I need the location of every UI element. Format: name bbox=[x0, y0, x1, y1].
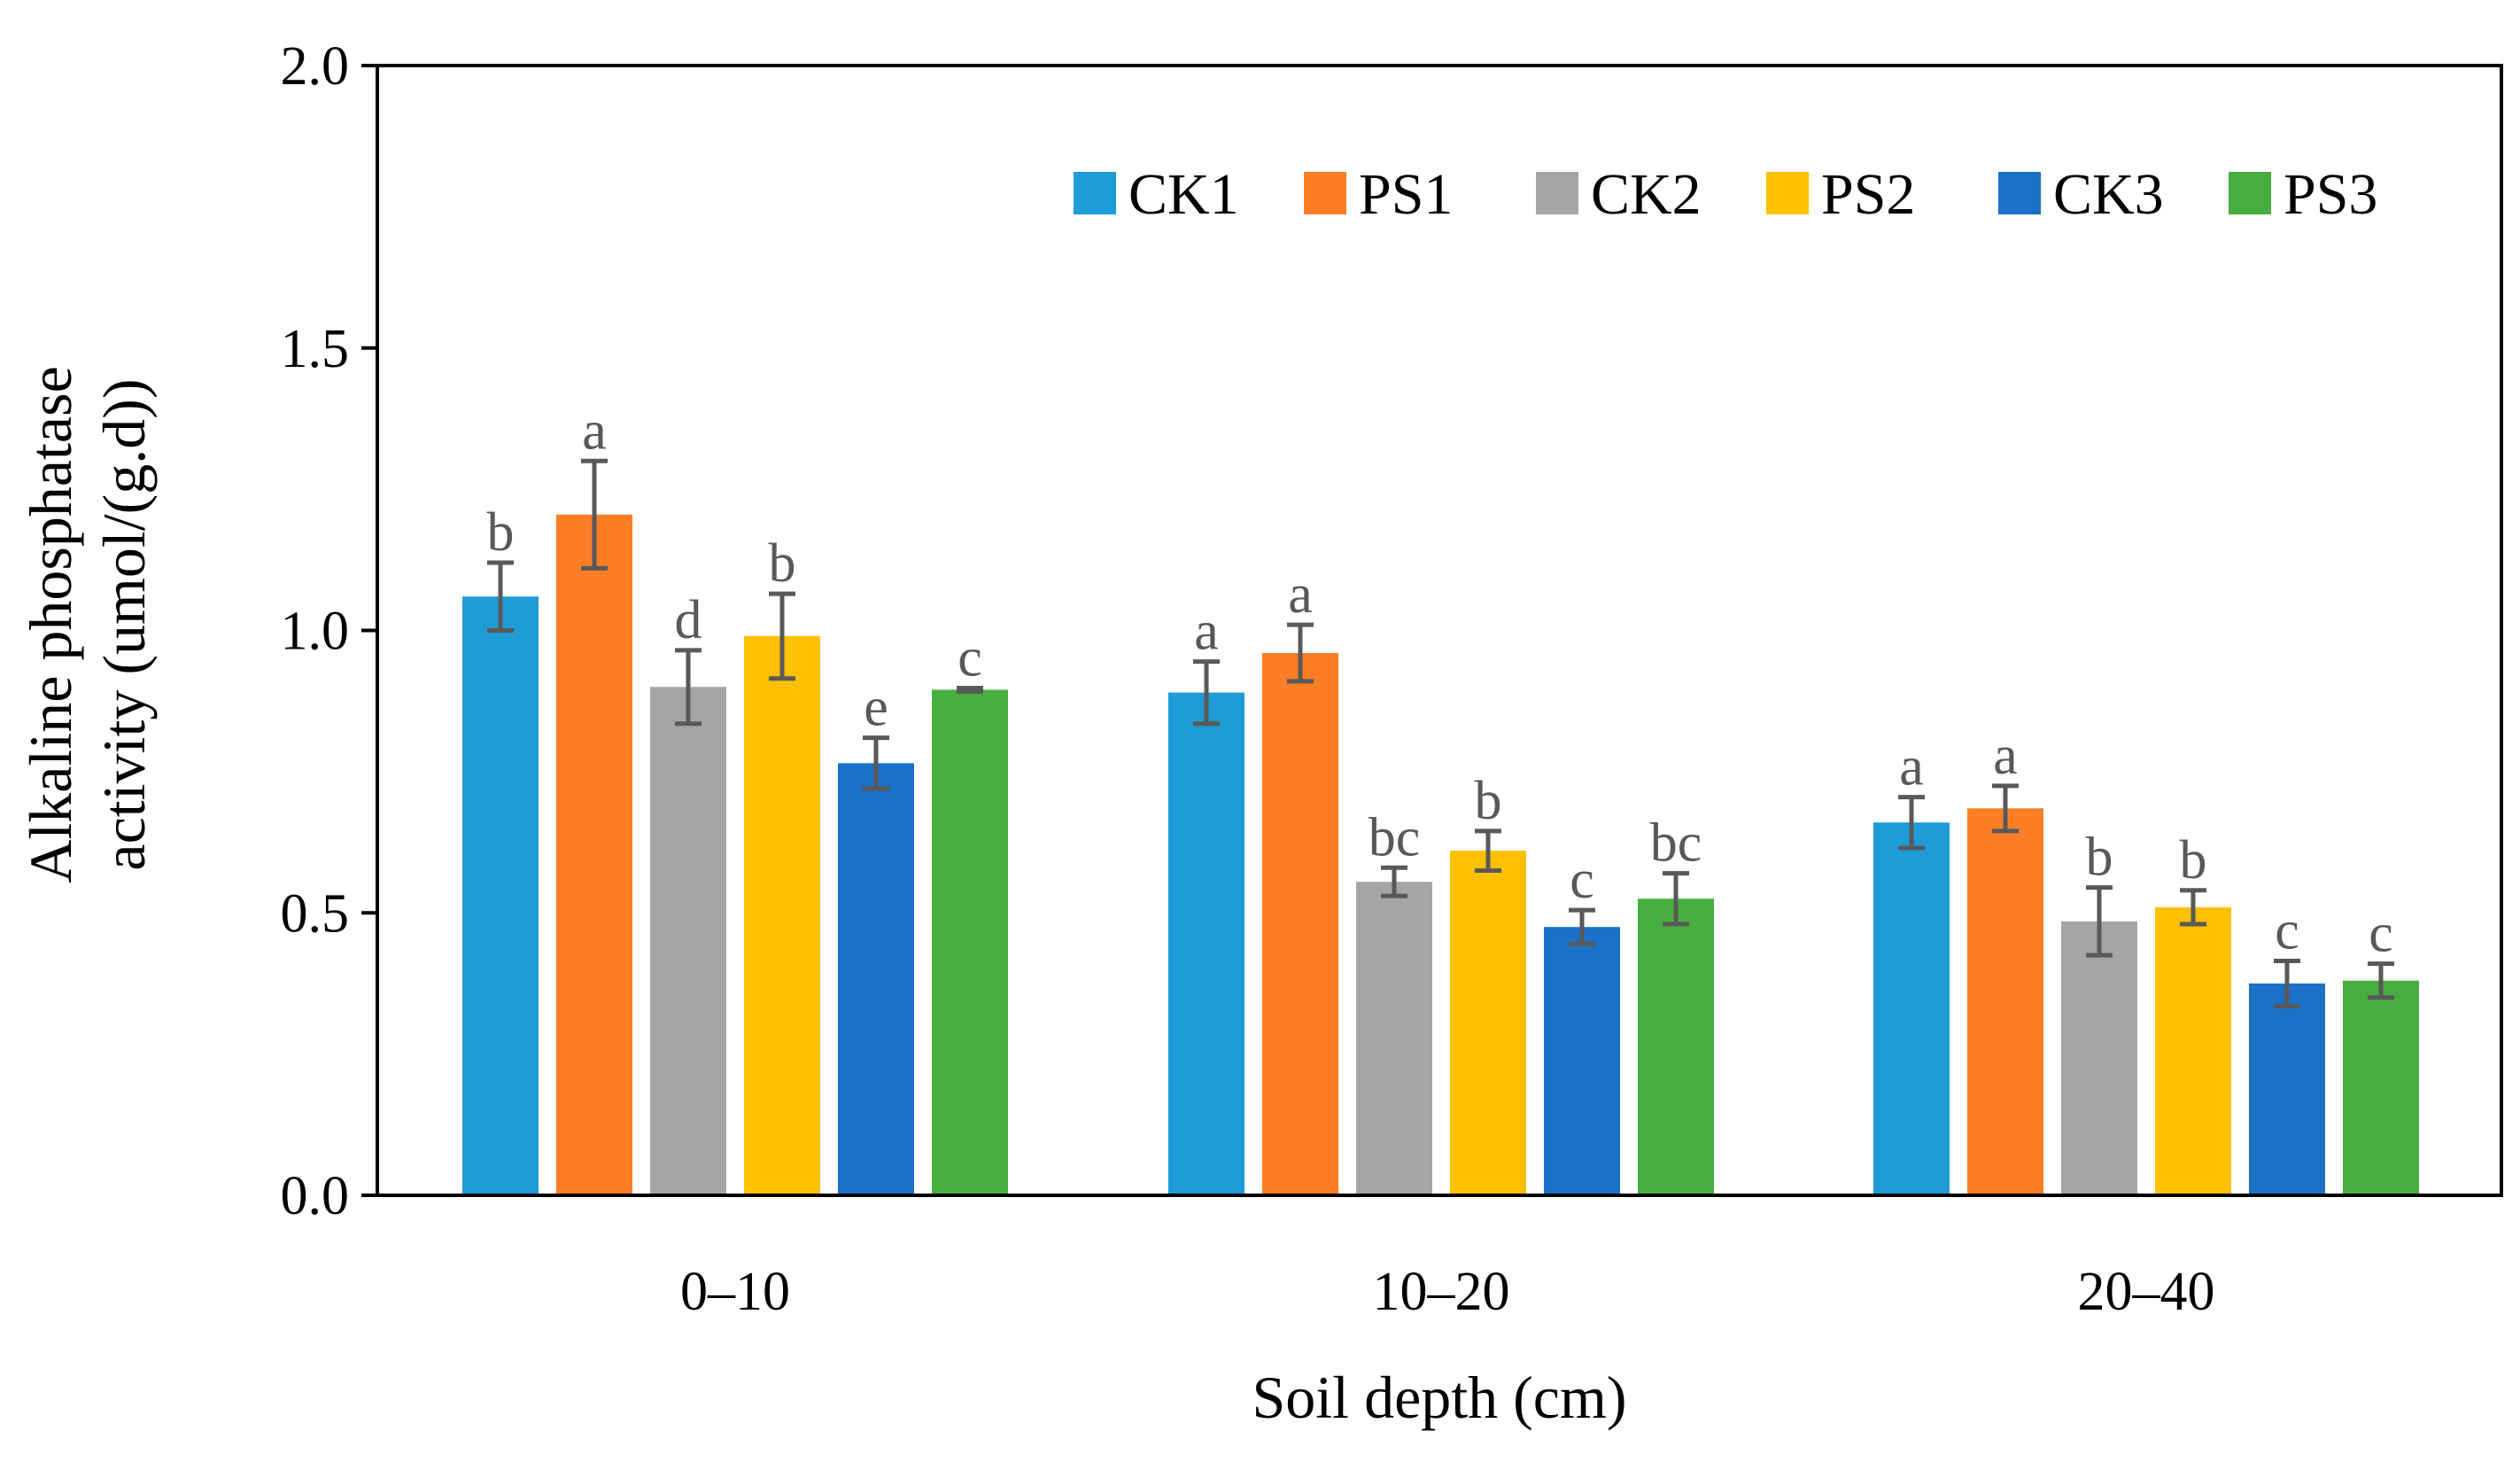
error-bar-ps2-1 bbox=[769, 591, 795, 681]
legend-swatch bbox=[2229, 172, 2271, 214]
legend-item-ps1: PS1 bbox=[1304, 162, 1453, 227]
error-bar-ps2-2 bbox=[1475, 828, 1501, 873]
bar-ck1-3 bbox=[1873, 822, 1950, 1195]
bar-ck1-2 bbox=[1168, 692, 1244, 1195]
significance-label-ck3-1: e bbox=[864, 678, 888, 738]
error-bar-ck3-2 bbox=[1569, 907, 1595, 946]
bar-ps3-2 bbox=[1638, 898, 1714, 1195]
error-bar-ps3-1 bbox=[957, 686, 983, 694]
error-bar-ps1-1 bbox=[581, 458, 608, 571]
x-tick-label: 0–10 bbox=[680, 1262, 790, 1322]
bar-ps2-3 bbox=[2155, 906, 2231, 1195]
bar-ck2-3 bbox=[2061, 921, 2137, 1195]
significance-label-ck2-3: b bbox=[2086, 828, 2113, 888]
legend-label: PS3 bbox=[2284, 162, 2377, 227]
error-bar-ck2-3 bbox=[2086, 885, 2113, 958]
error-bar-ck3-1 bbox=[863, 735, 889, 791]
legend-swatch bbox=[1766, 172, 1809, 214]
x-tick-label: 10–20 bbox=[1373, 1262, 1510, 1322]
bar-ck2-1 bbox=[650, 687, 726, 1195]
error-bar-ps3-2 bbox=[1663, 871, 1689, 927]
legend-item-ps3: PS3 bbox=[2229, 162, 2377, 227]
significance-label-ck2-1: d bbox=[675, 590, 702, 650]
legend-swatch bbox=[1536, 172, 1578, 214]
error-bar-ck1-1 bbox=[487, 560, 514, 633]
bar-ck3-2 bbox=[1544, 927, 1620, 1195]
bar-ps2-2 bbox=[1450, 851, 1526, 1195]
significance-label-ck1-2: a bbox=[1194, 602, 1219, 662]
legend-swatch bbox=[1304, 172, 1346, 214]
legend-label: CK3 bbox=[2053, 162, 2164, 227]
significance-label-ck2-2: bc bbox=[1369, 807, 1421, 867]
significance-label-ck1-3: a bbox=[1899, 737, 1924, 797]
significance-label-ps2-2: b bbox=[1475, 771, 1502, 831]
significance-label-ps1-2: a bbox=[1288, 564, 1313, 625]
significance-label-ps3-2: bc bbox=[1650, 813, 1702, 874]
significance-label-ps3-3: c bbox=[2369, 904, 2393, 964]
bar-ps1-3 bbox=[1967, 808, 2043, 1195]
significance-label-ck3-3: c bbox=[2275, 900, 2299, 960]
plot-bars bbox=[462, 514, 2419, 1195]
y-axis-ticks: 0.0 0.5 1.0 1.5 2.0 bbox=[281, 36, 377, 1226]
legend-label: CK1 bbox=[1128, 162, 1239, 227]
significance-label-ps1-1: a bbox=[582, 400, 607, 461]
y-axis-title: Alkaline phosphatase activity (umol/(g.d… bbox=[17, 366, 158, 883]
legend: CK1 PS1 CK2 PS2 CK3 PS3 bbox=[1074, 162, 2377, 227]
significance-label-ps2-1: b bbox=[769, 533, 796, 594]
error-bar-ps1-2 bbox=[1287, 622, 1314, 684]
bar-ck2-2 bbox=[1356, 882, 1432, 1195]
bar-ps1-1 bbox=[556, 514, 632, 1195]
bar-ps3-3 bbox=[2343, 980, 2419, 1195]
error-bar-ck1-2 bbox=[1193, 659, 1220, 727]
error-bar-ck1-3 bbox=[1898, 795, 1925, 851]
bar-ck1-1 bbox=[462, 596, 539, 1195]
legend-item-ps2: PS2 bbox=[1766, 162, 1915, 227]
bar-ps1-2 bbox=[1262, 653, 1338, 1195]
error-bar-ck2-1 bbox=[675, 648, 702, 727]
x-tick-label: 20–40 bbox=[2078, 1262, 2215, 1322]
error-bar-ck3-3 bbox=[2274, 958, 2300, 1008]
y-tick-label: 0.5 bbox=[281, 883, 350, 944]
bar-ps2-1 bbox=[744, 635, 820, 1195]
error-bar-ck2-2 bbox=[1381, 865, 1407, 898]
bar-ck3-3 bbox=[2249, 983, 2325, 1195]
y-axis-title-line-2: activity (umol/(g.d)) bbox=[90, 378, 158, 870]
significance-label-ps3-1: c bbox=[958, 628, 982, 688]
y-tick-label: 0.0 bbox=[281, 1166, 350, 1226]
x-axis-title: Soil depth (cm) bbox=[1252, 1364, 1626, 1431]
legend-label: CK2 bbox=[1591, 162, 1702, 227]
significance-label-ck1-1: b bbox=[487, 502, 515, 563]
legend-item-ck3: CK3 bbox=[1998, 162, 2164, 227]
bar-ps3-1 bbox=[932, 689, 1008, 1195]
error-bar-ps2-3 bbox=[2180, 888, 2206, 927]
significance-label-ck3-2: c bbox=[1570, 850, 1594, 910]
significance-label-ps1-3: a bbox=[1993, 726, 2018, 786]
legend-label: PS2 bbox=[1821, 162, 1915, 227]
bar-ck3-1 bbox=[838, 763, 914, 1195]
y-tick-label: 1.0 bbox=[281, 602, 350, 662]
legend-swatch bbox=[1074, 172, 1116, 214]
y-axis-title-line-1: Alkaline phosphatase bbox=[17, 366, 84, 883]
y-tick-label: 1.5 bbox=[281, 319, 350, 379]
error-bar-ps3-3 bbox=[2368, 961, 2394, 1000]
x-axis-tick-labels: 0–10 10–20 20–40 bbox=[680, 1262, 2215, 1322]
legend-label: PS1 bbox=[1359, 162, 1453, 227]
error-bar-ps1-3 bbox=[1992, 783, 2019, 834]
legend-swatch bbox=[1998, 172, 2041, 214]
legend-item-ck2: CK2 bbox=[1536, 162, 1702, 227]
error-bars bbox=[487, 458, 2394, 1008]
legend-item-ck1: CK1 bbox=[1074, 162, 1239, 227]
significance-label-ps2-3: b bbox=[2180, 830, 2207, 890]
y-tick-label: 2.0 bbox=[281, 36, 350, 97]
